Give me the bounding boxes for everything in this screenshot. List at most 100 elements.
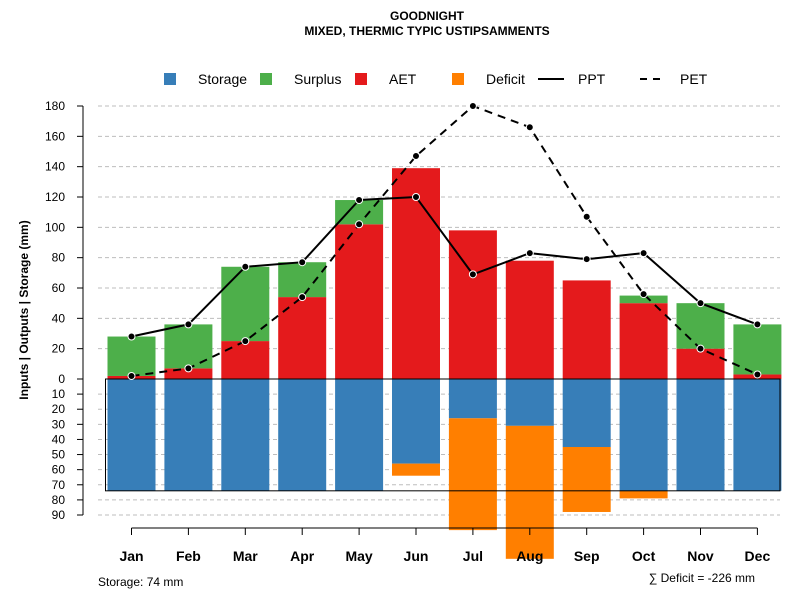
y-tick-label: 20 <box>52 402 66 416</box>
legend-label: Deficit <box>486 71 525 87</box>
y-tick-label: 20 <box>52 342 66 356</box>
y-tick-label: 90 <box>52 508 66 522</box>
aet-bar <box>676 348 725 379</box>
y-tick-label: 30 <box>52 417 66 431</box>
legend-label: Storage <box>198 71 247 87</box>
legend-label: PPT <box>578 71 606 87</box>
bars <box>107 168 782 559</box>
storage-bar <box>221 379 270 491</box>
surplus-bar <box>619 295 668 304</box>
chart-title: GOODNIGHT <box>390 9 465 23</box>
y-tick-label: 40 <box>52 432 66 446</box>
surplus-bar <box>107 336 156 376</box>
storage-bar <box>392 379 440 464</box>
storage-bar <box>278 379 327 491</box>
x-tick-label: Oct <box>632 548 656 564</box>
axes: 0204060801001201401601801020304050607080… <box>45 99 781 564</box>
storage-note: Storage: 74 mm <box>98 575 183 589</box>
ppt-point <box>298 258 307 267</box>
y-tick-label: 100 <box>45 220 65 234</box>
legend-swatch <box>452 73 464 85</box>
surplus-bar <box>278 262 327 298</box>
surplus-bar <box>733 324 782 375</box>
aet-bar <box>164 368 213 379</box>
pet-point <box>639 290 648 299</box>
legend-label: PET <box>680 71 708 87</box>
storage-bar <box>619 379 668 491</box>
aet-bar <box>278 297 327 379</box>
ppt-point <box>696 299 705 308</box>
y-tick-label: 160 <box>45 129 65 143</box>
y-tick-label: 60 <box>52 463 66 477</box>
storage-bar <box>164 379 213 491</box>
ppt-point <box>639 249 648 258</box>
aet-bar <box>505 260 554 379</box>
storage-bar <box>335 379 384 491</box>
deficit-note: ∑ Deficit = -226 mm <box>649 571 755 585</box>
y-axis-label: Inputs | Outputs | Storage (mm) <box>17 220 31 399</box>
chart-subtitle: MIXED, THERMIC TYPIC USTIPSAMMENTS <box>304 24 549 38</box>
storage-bar <box>676 379 725 491</box>
y-tick-label: 0 <box>58 372 65 386</box>
pet-point <box>184 364 193 373</box>
pet-point <box>582 212 591 221</box>
deficit-bar <box>562 447 611 512</box>
storage-bar <box>733 379 782 491</box>
y-tick-label: 80 <box>52 251 66 265</box>
aet-bar <box>221 341 270 379</box>
ppt-point <box>355 196 364 205</box>
x-tick-label: Feb <box>176 548 201 564</box>
aet-bar <box>335 224 384 379</box>
x-tick-label: Nov <box>687 548 714 564</box>
storage-bar <box>107 379 156 491</box>
deficit-bar <box>392 463 440 476</box>
x-tick-label: Jun <box>404 548 429 564</box>
x-tick-label: Dec <box>745 548 771 564</box>
aet-bar <box>619 303 668 379</box>
pet-point <box>412 152 420 161</box>
legend-swatch <box>260 73 272 85</box>
surplus-bar <box>676 303 725 349</box>
deficit-bar <box>619 490 668 499</box>
x-tick-label: Jan <box>119 548 143 564</box>
deficit-bar <box>448 418 497 531</box>
aet-bar <box>448 230 497 379</box>
pet-point <box>298 293 307 302</box>
ppt-point <box>582 255 591 264</box>
x-tick-label: Apr <box>290 548 315 564</box>
y-tick-label: 40 <box>52 311 66 325</box>
pet-point <box>753 370 762 379</box>
aet-bar <box>392 168 440 379</box>
lines <box>127 102 762 380</box>
pet-point <box>355 220 364 229</box>
pet-point <box>525 123 534 132</box>
x-tick-label: Jul <box>463 548 483 564</box>
x-tick-label: Mar <box>233 548 258 564</box>
pet-line <box>131 104 758 377</box>
pet-point <box>127 371 136 380</box>
y-tick-label: 180 <box>45 99 65 113</box>
pet-point <box>696 344 705 353</box>
x-tick-label: May <box>345 548 372 564</box>
y-tick-label: 120 <box>45 190 65 204</box>
legend-label: AET <box>389 71 417 87</box>
x-tick-label: Sep <box>574 548 600 564</box>
ppt-point <box>127 332 136 341</box>
x-tick-label: Aug <box>516 548 543 564</box>
legend-label: Surplus <box>294 71 341 87</box>
ppt-point <box>753 320 762 329</box>
deficit-bar <box>505 425 554 559</box>
ppt-point <box>525 249 534 258</box>
y-tick-label: 50 <box>52 448 66 462</box>
y-tick-label: 10 <box>52 387 66 401</box>
surplus-bar <box>164 324 213 369</box>
ppt-point <box>412 193 420 201</box>
ppt-point <box>241 262 250 271</box>
legend: Storage Surplus AET Deficit PPT PET <box>164 71 708 87</box>
y-tick-label: 140 <box>45 160 65 174</box>
y-tick-label: 60 <box>52 281 66 295</box>
y-tick-label: 70 <box>52 478 66 492</box>
legend-swatch <box>355 73 367 85</box>
surplus-bar <box>221 266 270 342</box>
